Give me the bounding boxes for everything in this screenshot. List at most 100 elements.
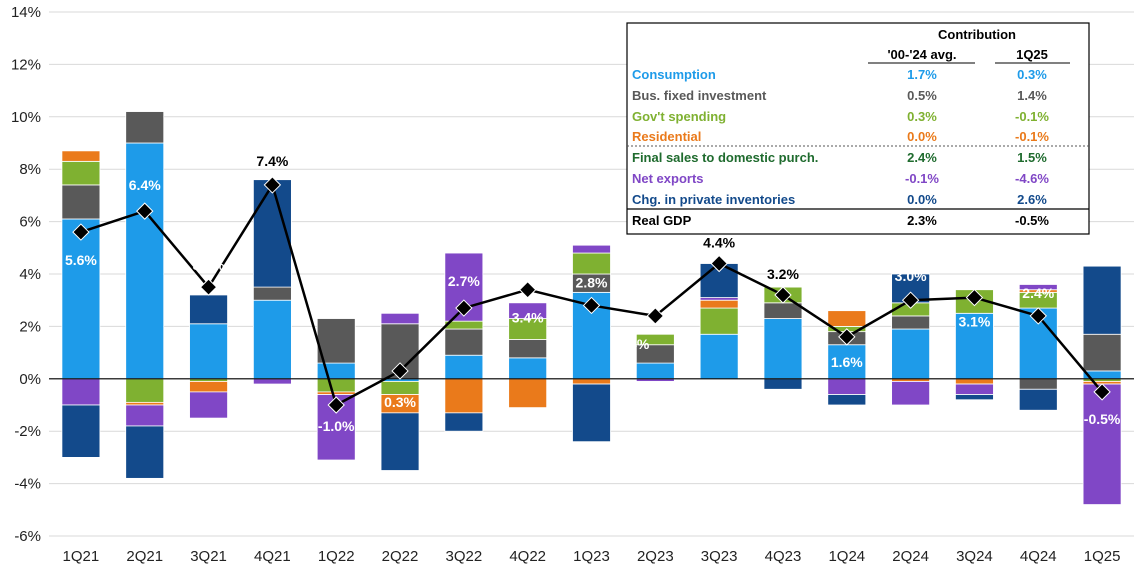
- table-row-label: Real GDP: [632, 213, 692, 228]
- data-label: -1.0%: [318, 418, 355, 434]
- data-label: 6.4%: [129, 177, 161, 193]
- bar-segment: [189, 323, 228, 380]
- y-tick-label: -2%: [14, 423, 41, 440]
- table-row-quarter: 1.5%: [1017, 150, 1047, 165]
- table-row-quarter: -0.1%: [1015, 109, 1049, 124]
- table-row-quarter: 0.3%: [1017, 67, 1047, 82]
- data-label: 3.2%: [767, 266, 799, 282]
- real-gdp-line: [72, 176, 1111, 414]
- x-tick-label: 2Q22: [382, 548, 419, 565]
- table-row-label: Bus. fixed investment: [632, 88, 767, 103]
- x-tick-label: 2Q23: [637, 548, 674, 565]
- bar-segment: [252, 378, 292, 385]
- table-row-avg: 2.4%: [907, 150, 937, 165]
- table-row-quarter: -0.5%: [1015, 213, 1049, 228]
- bar-segment: [444, 354, 484, 380]
- bar-segment: [61, 150, 101, 162]
- real-gdp-marker: [263, 176, 282, 194]
- x-tick-label: 3Q22: [446, 548, 483, 565]
- bar-segment: [955, 394, 994, 401]
- bar-segment: [444, 378, 484, 414]
- column-header-avg: '00-'24 avg.: [887, 47, 956, 62]
- x-axis: 1Q21 2Q21 3Q21 4Q21 1Q22 2Q22 3Q22 4Q22 1Q23 2Q23…: [63, 548, 1121, 565]
- bar-segment: [572, 252, 611, 275]
- data-label: 2.7%: [448, 273, 480, 289]
- bar-segment: [955, 383, 994, 395]
- bar-segment: [891, 315, 931, 330]
- bar-segment: [125, 142, 165, 380]
- x-tick-label: 4Q22: [509, 548, 546, 565]
- data-label: 3.4%: [512, 310, 544, 326]
- data-label: 3.1%: [958, 314, 990, 330]
- x-tick-label: 1Q24: [828, 548, 865, 565]
- bar-segment: [827, 378, 867, 395]
- x-tick-label: 4Q24: [1020, 548, 1057, 565]
- x-tick-label: 4Q21: [254, 548, 291, 565]
- data-label: 5.6%: [65, 252, 97, 268]
- data-label: 2.4%: [1022, 285, 1054, 301]
- bar-segment: [1082, 383, 1122, 505]
- bar-segment: [444, 328, 484, 356]
- table-row-quarter: -4.6%: [1015, 171, 1049, 186]
- x-tick-label: 1Q22: [318, 548, 355, 565]
- bar-segment: [827, 394, 867, 406]
- bar-segment: [189, 391, 228, 419]
- real-gdp-marker: [72, 223, 90, 241]
- table-row-quarter: -0.1%: [1015, 129, 1049, 144]
- y-tick-label: 10%: [11, 109, 41, 126]
- data-label: 1.6%: [831, 354, 863, 370]
- real-gdp-marker: [901, 291, 920, 309]
- y-tick-label: 14%: [11, 4, 41, 21]
- bar-segment: [508, 302, 548, 319]
- real-gdp-marker: [327, 396, 345, 414]
- bar-segment: [1082, 265, 1122, 335]
- bar-segment: [61, 218, 101, 380]
- bar-segment: [1018, 388, 1058, 411]
- table-row-avg: 0.3%: [907, 109, 937, 124]
- y-axis: -6% -4% -2% 0% 2% 4% 6% 8% 10% 12% 14%: [11, 4, 41, 545]
- bar-segment: [955, 312, 994, 380]
- bar-segment: [572, 378, 611, 385]
- bar-segment: [572, 244, 611, 254]
- y-tick-label: 8%: [19, 161, 41, 178]
- real-gdp-marker: [1029, 307, 1047, 325]
- table-row-label: Consumption: [632, 67, 716, 82]
- y-tick-label: -4%: [14, 476, 41, 493]
- bar-segment: [125, 425, 165, 479]
- table-border: [626, 22, 1090, 235]
- data-label: 2.4%: [617, 336, 649, 352]
- bar-segment: [508, 357, 548, 380]
- bar-segment: [1018, 284, 1058, 291]
- table-row-avg: -0.1%: [905, 171, 939, 186]
- bar-segment: [508, 339, 548, 359]
- bar-segment: [61, 378, 101, 406]
- bar-segment: [699, 307, 739, 335]
- table-row-label: Residential: [632, 129, 701, 144]
- bar-segment: [380, 412, 420, 471]
- table-row-quarter: 1.4%: [1017, 88, 1047, 103]
- bar-segment: [61, 404, 101, 458]
- bar-segment: [380, 381, 420, 395]
- bar-segment: [316, 318, 356, 364]
- y-tick-label: 2%: [19, 318, 41, 335]
- bar-segment: [316, 378, 356, 393]
- bar-segment: [380, 312, 420, 325]
- bar-segment: [763, 318, 803, 380]
- bar-segment: [572, 383, 611, 443]
- bar-segment: [125, 378, 165, 403]
- stacked-bars: [61, 111, 1122, 505]
- real-gdp-marker: [391, 362, 409, 380]
- table-row-avg: 1.7%: [907, 67, 937, 82]
- data-label: 4.4%: [703, 235, 735, 251]
- y-tick-label: 6%: [19, 214, 41, 231]
- bar-segment: [699, 299, 739, 309]
- bar-segment: [444, 412, 484, 432]
- x-tick-label: 2Q24: [892, 548, 929, 565]
- real-gdp-marker: [518, 281, 537, 299]
- bar-segment: [955, 378, 994, 385]
- y-tick-label: 4%: [19, 266, 41, 283]
- table-row-label: Chg. in private inventories: [632, 192, 795, 207]
- real-gdp-marker: [710, 254, 728, 273]
- bar-segment: [252, 299, 292, 380]
